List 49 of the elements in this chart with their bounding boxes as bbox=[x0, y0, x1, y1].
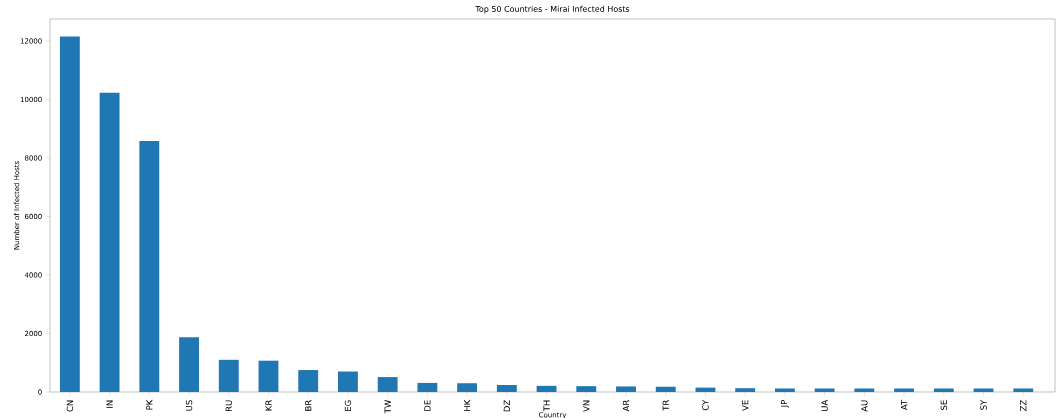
x-tick-label: BR bbox=[305, 400, 312, 411]
bar bbox=[298, 370, 319, 392]
x-tick-label: CY bbox=[702, 399, 709, 411]
x-tick-label: TW bbox=[384, 400, 391, 414]
bar bbox=[933, 388, 954, 392]
x-tick-label: SE bbox=[940, 400, 948, 410]
bar bbox=[258, 360, 279, 392]
x-tick-label: AU bbox=[861, 400, 868, 412]
x-tick-label: UA bbox=[821, 399, 828, 412]
bar bbox=[218, 359, 239, 392]
x-tick-label: IN bbox=[106, 400, 113, 408]
x-tick-label: CN bbox=[66, 400, 74, 412]
x-tick-label: TR bbox=[662, 400, 669, 411]
x-tick-label: VE bbox=[742, 400, 749, 411]
bar bbox=[894, 388, 915, 392]
bar bbox=[576, 386, 597, 392]
bar bbox=[338, 371, 358, 392]
bar bbox=[59, 36, 80, 392]
x-tick-label: US bbox=[185, 400, 193, 411]
bar bbox=[536, 385, 557, 392]
x-tick-label: KR bbox=[265, 400, 272, 411]
x-tick-label: HK bbox=[464, 399, 471, 411]
bar bbox=[735, 388, 756, 392]
bar bbox=[814, 388, 835, 392]
x-tick-label: SY bbox=[980, 399, 987, 410]
x-tick-label: VN bbox=[583, 400, 590, 412]
bar bbox=[1013, 388, 1034, 392]
bar bbox=[99, 92, 120, 392]
bar bbox=[496, 384, 517, 392]
bar bbox=[179, 337, 199, 392]
bar bbox=[774, 388, 795, 392]
x-tick-label: PK bbox=[146, 399, 153, 410]
x-tick-label: ZZ bbox=[1020, 400, 1027, 411]
bar bbox=[655, 386, 676, 392]
x-tick-label: AR bbox=[622, 400, 630, 412]
x-tick-label: JP bbox=[780, 400, 789, 408]
bar bbox=[616, 386, 636, 392]
bar bbox=[377, 377, 398, 392]
x-tick-label: TH bbox=[543, 400, 550, 412]
bar bbox=[417, 382, 438, 392]
bar bbox=[139, 140, 160, 392]
bar bbox=[457, 383, 478, 392]
x-tick-label: RU bbox=[225, 400, 232, 412]
x-tick-label: DE bbox=[424, 400, 431, 411]
bar bbox=[973, 388, 994, 392]
x-tick-label: EG bbox=[344, 400, 352, 411]
x-tick-label: AT bbox=[900, 399, 908, 411]
bar bbox=[854, 388, 875, 392]
x-tick-label: DZ bbox=[503, 400, 510, 412]
